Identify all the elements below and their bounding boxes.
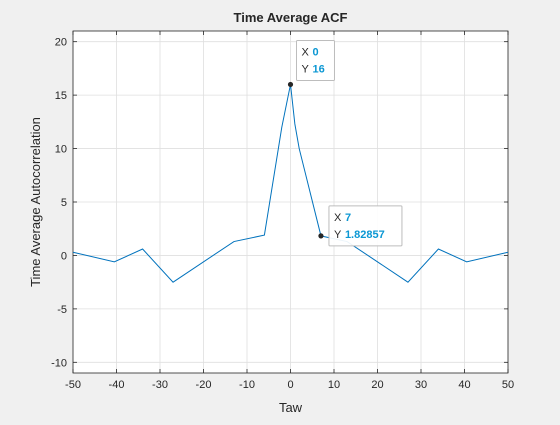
x-tick-label: -50 bbox=[65, 379, 81, 391]
datatip-box bbox=[328, 205, 403, 247]
x-tick-label: 20 bbox=[371, 379, 383, 391]
datatip-y-key: Y bbox=[334, 229, 342, 241]
datatip-marker[interactable] bbox=[287, 81, 294, 88]
x-tick-label: -40 bbox=[109, 379, 125, 391]
y-tick-label: 20 bbox=[55, 37, 67, 49]
x-tick-label: 40 bbox=[458, 379, 470, 391]
datatip-x-key: X bbox=[334, 212, 342, 224]
datatip-x-value: 7 bbox=[345, 212, 351, 224]
y-tick-label: 10 bbox=[55, 144, 67, 156]
x-tick-label: -10 bbox=[239, 379, 255, 391]
datatips[interactable]: X 0Y 16X 7Y 1.82857 bbox=[287, 39, 403, 247]
y-tick-label: 15 bbox=[55, 90, 67, 102]
y-tick-label: 0 bbox=[61, 250, 67, 262]
datatip-x-value: 0 bbox=[313, 46, 319, 58]
x-tick-label: -30 bbox=[152, 379, 168, 391]
datatip-y-value: 16 bbox=[313, 63, 325, 75]
datatip-y-value: 1.82857 bbox=[345, 229, 385, 241]
x-tick-label: 50 bbox=[502, 379, 514, 391]
y-tick-label: -10 bbox=[51, 357, 67, 369]
datatip-y-key: Y bbox=[302, 63, 310, 75]
datatip-marker[interactable] bbox=[318, 233, 324, 239]
datatip[interactable]: X 0Y 16 bbox=[287, 39, 335, 88]
datatip-box bbox=[296, 39, 335, 81]
x-tick-label: 10 bbox=[328, 379, 340, 391]
x-tick-label: 0 bbox=[287, 379, 293, 391]
x-axis-label: Taw bbox=[279, 400, 303, 415]
ticks bbox=[72, 31, 509, 373]
y-tick-label: -5 bbox=[57, 304, 67, 316]
datatip[interactable]: X 7Y 1.82857 bbox=[318, 205, 403, 247]
chart-title: Time Average ACF bbox=[234, 10, 348, 25]
x-tick-label: 30 bbox=[415, 379, 427, 391]
y-tick-label: 5 bbox=[61, 197, 67, 209]
datatip-x-key: X bbox=[302, 46, 310, 58]
y-axis-label: Time Average Autocorrelation bbox=[28, 117, 43, 287]
x-tick-label: -20 bbox=[196, 379, 212, 391]
